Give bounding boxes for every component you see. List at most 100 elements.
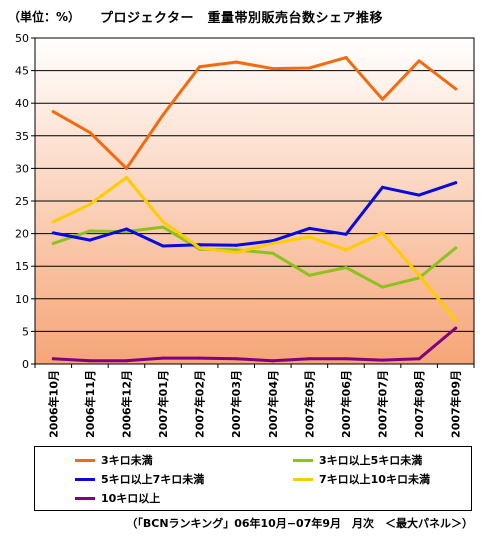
data-point-s3-8 bbox=[344, 248, 348, 252]
data-point-s0-11 bbox=[454, 87, 458, 91]
series-lines bbox=[51, 56, 458, 363]
data-point-s3-4 bbox=[198, 246, 202, 250]
data-point-s0-8 bbox=[344, 56, 348, 60]
data-point-s3-10 bbox=[417, 273, 421, 277]
data-point-s2-11 bbox=[454, 181, 458, 185]
data-point-s4-1 bbox=[88, 359, 92, 363]
data-point-s3-3 bbox=[161, 220, 165, 224]
legend-swatch-0 bbox=[75, 458, 95, 462]
legend-label-1: 3キロ以上5キロ未満 bbox=[319, 454, 423, 467]
legend-swatch-2 bbox=[75, 477, 95, 481]
series-line-4 bbox=[51, 326, 458, 363]
data-point-s4-9 bbox=[381, 358, 385, 362]
data-point-s3-11 bbox=[454, 318, 458, 322]
data-point-s1-3 bbox=[161, 225, 165, 229]
data-point-s0-7 bbox=[307, 66, 311, 70]
y-tick-label-2: 10 bbox=[15, 293, 29, 306]
x-tick-label-9: 2007年07月 bbox=[376, 370, 390, 438]
series-line-3 bbox=[51, 176, 458, 322]
legend-item-series-1: 3キロ以上5キロ未満 bbox=[293, 452, 422, 468]
data-point-s0-6 bbox=[271, 67, 275, 71]
legend: 3キロ未満 3キロ以上5キロ未満 5キロ以上7キロ未満 7キロ以上10キロ未満 … bbox=[34, 446, 472, 511]
source-note: （「BCNランキング」06年10月−07年9月 月次 ＜最大パネル＞） bbox=[126, 517, 473, 530]
data-point-s2-10 bbox=[417, 193, 421, 197]
data-point-s1-7 bbox=[307, 273, 311, 277]
data-point-s3-9 bbox=[381, 231, 385, 235]
y-tick-label-8: 40 bbox=[15, 97, 29, 110]
data-point-s2-5 bbox=[234, 243, 238, 247]
x-tick-label-7: 2007年05月 bbox=[302, 370, 316, 438]
data-point-s3-0 bbox=[51, 220, 55, 224]
data-point-s2-7 bbox=[307, 226, 311, 230]
y-tick-label-1: 5 bbox=[22, 325, 29, 338]
x-tick-label-0: 2006年10月 bbox=[46, 370, 60, 438]
x-tick-label-6: 2007年04月 bbox=[266, 370, 280, 438]
unit-label: （単位：%） bbox=[8, 10, 81, 24]
data-point-s0-5 bbox=[234, 60, 238, 64]
data-point-s4-7 bbox=[307, 357, 311, 361]
data-point-s4-10 bbox=[417, 357, 421, 361]
legend-swatch-3 bbox=[293, 477, 313, 481]
data-point-s1-8 bbox=[344, 266, 348, 270]
y-tick-label-5: 25 bbox=[15, 195, 29, 208]
data-point-s4-0 bbox=[51, 357, 55, 361]
data-point-s4-8 bbox=[344, 357, 348, 361]
series-line-0 bbox=[51, 56, 458, 170]
data-point-s2-2 bbox=[124, 227, 128, 231]
legend-label-3: 7キロ以上10キロ未満 bbox=[319, 473, 430, 486]
data-point-s3-5 bbox=[234, 251, 238, 255]
data-point-s4-6 bbox=[271, 359, 275, 363]
data-point-s0-0 bbox=[51, 110, 55, 114]
x-tick-label-4: 2007年02月 bbox=[193, 370, 207, 438]
data-point-s0-10 bbox=[417, 59, 421, 63]
data-point-s1-9 bbox=[381, 285, 385, 289]
data-point-s0-2 bbox=[124, 166, 128, 170]
data-point-s0-9 bbox=[381, 97, 385, 101]
data-point-s2-3 bbox=[161, 244, 165, 248]
data-point-s3-2 bbox=[124, 176, 128, 180]
data-point-s4-4 bbox=[198, 356, 202, 360]
data-point-s2-1 bbox=[88, 238, 92, 242]
legend-item-series-3: 7キロ以上10キロ未満 bbox=[293, 471, 430, 487]
plot-border bbox=[34, 37, 475, 365]
x-tick-label-3: 2007年01月 bbox=[156, 370, 170, 438]
data-point-s4-3 bbox=[161, 356, 165, 360]
data-point-s1-6 bbox=[271, 251, 275, 255]
chart-title: プロジェクター 重量帯別販売台数シェア推移 bbox=[100, 11, 383, 26]
data-point-s3-6 bbox=[271, 241, 275, 245]
x-tick-label-5: 2007年03月 bbox=[229, 370, 243, 438]
data-point-s0-1 bbox=[88, 131, 92, 135]
data-point-s2-9 bbox=[381, 185, 385, 189]
x-tick-label-2: 2006年12月 bbox=[119, 370, 133, 438]
data-point-s1-1 bbox=[88, 229, 92, 233]
data-point-s3-1 bbox=[88, 202, 92, 206]
legend-item-series-4: 10キロ以上 bbox=[75, 490, 160, 506]
data-point-s4-5 bbox=[234, 357, 238, 361]
y-tick-label-6: 30 bbox=[15, 162, 29, 175]
y-tick-label-7: 35 bbox=[15, 130, 29, 143]
legend-item-series-0: 3キロ未満 bbox=[75, 452, 153, 468]
data-point-s1-11 bbox=[454, 246, 458, 250]
y-tick-label-4: 20 bbox=[15, 228, 29, 241]
data-point-s2-8 bbox=[344, 232, 348, 236]
y-axis-ticks: 0 5 10 15 20 25 30 35 40 45 50 bbox=[15, 32, 35, 371]
data-point-s4-2 bbox=[124, 359, 128, 363]
data-point-s4-11 bbox=[454, 326, 458, 330]
data-point-s2-4 bbox=[198, 243, 202, 247]
x-tick-label-1: 2006年11月 bbox=[83, 370, 97, 438]
legend-swatch-4 bbox=[75, 496, 95, 500]
legend-label-4: 10キロ以上 bbox=[101, 492, 161, 505]
x-tick-label-10: 2007年08月 bbox=[412, 370, 426, 438]
data-point-s2-0 bbox=[51, 231, 55, 235]
y-tick-label-0: 0 bbox=[22, 358, 29, 371]
y-tick-label-10: 50 bbox=[15, 32, 29, 45]
data-point-s1-0 bbox=[51, 241, 55, 245]
legend-label-2: 5キロ以上7キロ未満 bbox=[101, 473, 205, 486]
data-point-s3-7 bbox=[307, 235, 311, 239]
data-point-s1-5 bbox=[234, 248, 238, 252]
data-point-s0-4 bbox=[198, 65, 202, 69]
y-tick-label-9: 45 bbox=[15, 65, 29, 78]
data-point-s2-6 bbox=[271, 239, 275, 243]
legend-label-0: 3キロ未満 bbox=[101, 454, 153, 467]
